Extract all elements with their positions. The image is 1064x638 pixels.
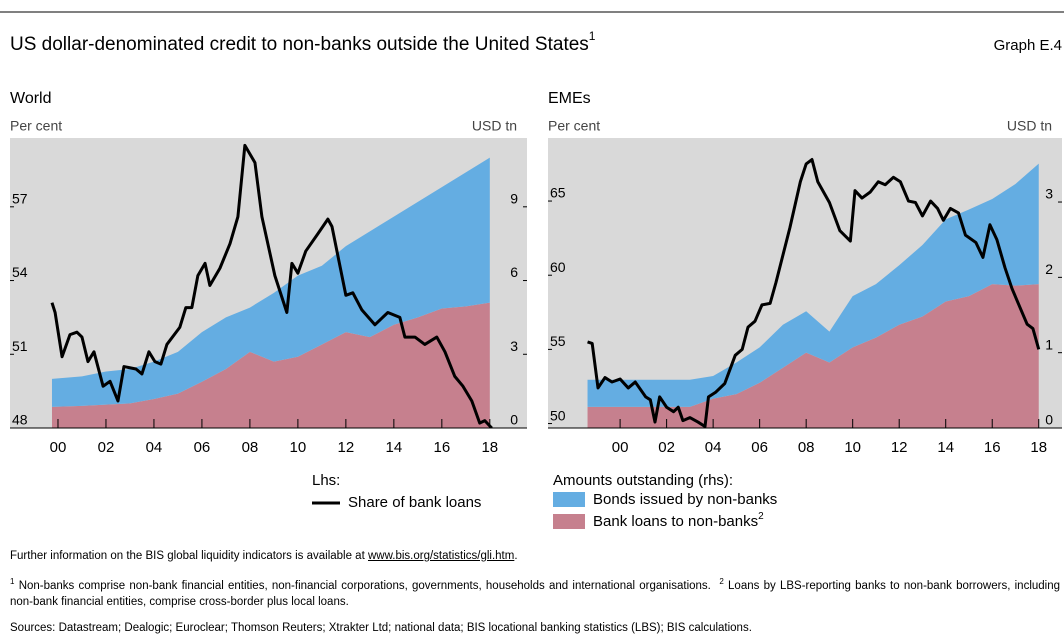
sources: Sources: Datastream; Dealogic; Euroclear… xyxy=(10,622,752,634)
title-note: 1 xyxy=(589,29,596,43)
y2-tick-label: 1 xyxy=(1045,336,1053,352)
panel: World Per cent USD tn 48 51 54 57 0 3 6 9 00 02 04 06 0… xyxy=(10,90,527,456)
x-tick-label: 02 xyxy=(98,439,115,456)
x-tick-label: 10 xyxy=(844,439,861,456)
area xyxy=(587,284,1039,428)
area xyxy=(51,157,490,407)
y2-axis-label: USD tn xyxy=(472,118,517,134)
x-tick-label: 08 xyxy=(242,439,259,456)
x-tick-label: 00 xyxy=(612,439,629,456)
legend-note: 2 xyxy=(758,511,764,522)
x-tick-label: 10 xyxy=(290,439,307,456)
y2-axis-label: USD tn xyxy=(1007,118,1052,134)
legend-entry: Share of bank loans xyxy=(348,494,481,511)
chart-title: US dollar-denominated credit to non-bank… xyxy=(10,29,596,55)
line xyxy=(587,158,1041,428)
x-tick-label: 18 xyxy=(481,439,498,456)
y2-tick-label: 3 xyxy=(1045,186,1053,202)
legend-entry-text: Bank loans to non-banks xyxy=(593,513,758,530)
y-tick-label: 57 xyxy=(12,191,28,207)
info-end: . xyxy=(514,550,518,562)
x-tick-label: 14 xyxy=(937,439,954,456)
legend-swatch xyxy=(553,514,585,529)
legend-entry: Bonds issued by non-banks xyxy=(593,491,777,508)
footnote: Non-banks comprise non-bank financial en… xyxy=(18,579,711,592)
y2-tick-label: 2 xyxy=(1045,261,1053,277)
info-link[interactable]: www.bis.org/statistics/gli.htm xyxy=(367,550,515,562)
y-tick-label: 55 xyxy=(550,333,566,349)
y2-tick-label: 3 xyxy=(510,338,518,354)
info-text: Further information on the BIS global li… xyxy=(10,550,365,562)
footnotes: 1 Non-banks comprise non-bank financial … xyxy=(10,574,1060,610)
y2-tick-label: 0 xyxy=(1045,412,1053,428)
x-tick-label: 14 xyxy=(386,439,403,456)
legend-lhs-label: Lhs: xyxy=(312,472,340,489)
chart: US dollar-denominated credit to non-bank… xyxy=(0,11,1064,530)
y-tick-label: 60 xyxy=(550,259,566,275)
x-tick-label: 08 xyxy=(798,439,815,456)
footnote: Loans by LBS-reporting banks to non-bank… xyxy=(10,579,1061,608)
x-tick-label: 18 xyxy=(1030,439,1047,456)
x-tick-label: 06 xyxy=(751,439,768,456)
panel-title: World xyxy=(10,90,52,107)
plot xyxy=(50,143,493,428)
y2-tick-label: 0 xyxy=(510,412,518,428)
note-marker: 1 xyxy=(10,577,15,586)
x-tick-label: 06 xyxy=(194,439,211,456)
x-tick-label: 04 xyxy=(705,439,722,456)
legend-rhs-label: Amounts outstanding (rhs): xyxy=(553,472,733,489)
panel-title: EMEs xyxy=(548,90,591,107)
line xyxy=(50,143,493,428)
y2-tick-label: 6 xyxy=(510,264,518,280)
title-text: US dollar-denominated credit to non-bank… xyxy=(10,34,589,55)
legend-swatch xyxy=(553,492,585,507)
graph-id: Graph E.4 xyxy=(994,37,1062,54)
y-tick-label: 48 xyxy=(12,412,28,428)
info-line: Further information on the BIS global li… xyxy=(10,548,1060,564)
area xyxy=(51,302,490,428)
y-tick-label: 65 xyxy=(550,185,566,201)
x-tick-label: 16 xyxy=(433,439,450,456)
y2-tick-label: 9 xyxy=(510,191,518,207)
x-tick-label: 16 xyxy=(984,439,1001,456)
x-tick-label: 02 xyxy=(658,439,675,456)
y-tick-label: 50 xyxy=(550,407,566,423)
x-tick-label: 00 xyxy=(50,439,67,456)
x-tick-label: 12 xyxy=(891,439,908,456)
legend-entry: Bank loans to non-banks2 xyxy=(593,511,764,530)
y-tick-label: 54 xyxy=(12,264,28,280)
x-tick-label: 12 xyxy=(338,439,355,456)
x-tick-label: 04 xyxy=(146,439,163,456)
y-axis-label: Per cent xyxy=(548,118,600,134)
y-axis-label: Per cent xyxy=(10,118,62,134)
y-tick-label: 51 xyxy=(12,338,28,354)
plot xyxy=(587,158,1041,428)
note-marker: 2 xyxy=(719,577,724,586)
